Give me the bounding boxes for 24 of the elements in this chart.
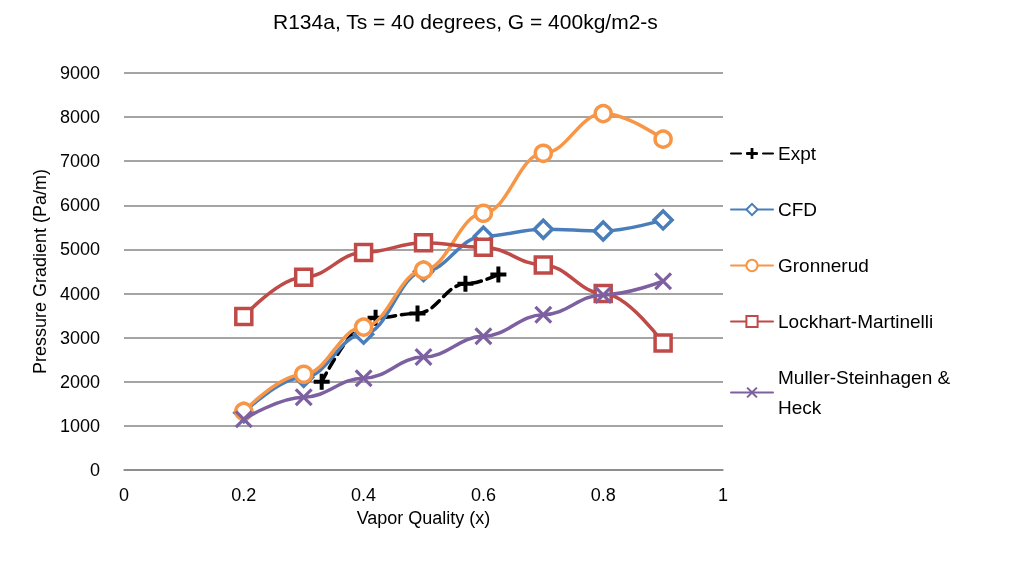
x-tick-label: 0.4	[351, 485, 377, 505]
y-tick-label: 2000	[59, 371, 100, 392]
x-tick-label: 0.6	[470, 485, 496, 505]
y-tick-label: 1000	[59, 415, 100, 436]
y-tick-label: 8000	[59, 107, 100, 128]
legend-label: Gronnerud	[778, 255, 869, 276]
x-tick-label: 0.8	[590, 485, 616, 505]
y-tick-label: 9000	[59, 63, 100, 83]
y-tick-label: 0	[89, 460, 100, 480]
y-tick-label: 6000	[59, 195, 100, 216]
x-tick-label: 0	[118, 485, 130, 505]
y-axis-title: Pressure Gradient (Pa/m)	[30, 168, 51, 375]
y-tick-label: 3000	[59, 327, 100, 348]
legend-label: Muller-Steinhagen & Heck	[778, 367, 956, 418]
legend-label: CFD	[778, 199, 818, 220]
x-tick-label: 0.2	[231, 485, 257, 505]
y-tick-label: 5000	[59, 239, 100, 260]
x-tick-label: 1	[717, 485, 729, 505]
y-tick-label: 4000	[59, 283, 100, 304]
chart-title: R134a, Ts = 40 degrees, G = 400kg/m2-s	[273, 10, 658, 33]
legend-label: Lockhart-Martinelli	[778, 311, 934, 332]
legend-label: Expt	[778, 143, 817, 164]
x-axis-title: Vapor Quality (x)	[356, 507, 491, 528]
y-tick-label: 7000	[59, 151, 100, 172]
